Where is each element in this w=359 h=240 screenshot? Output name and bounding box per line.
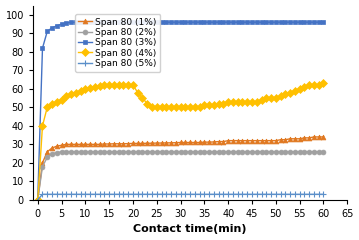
Span 80 (5%) <box>98 193 102 196</box>
Span 80 (2%) <box>98 150 102 153</box>
Span 80 (3%) <box>288 21 292 24</box>
Span 80 (3%) <box>140 21 145 24</box>
Span 80 (2%) <box>59 150 64 153</box>
Span 80 (5%) <box>288 193 292 196</box>
Span 80 (1%) <box>312 136 316 138</box>
Span 80 (1%) <box>93 143 97 146</box>
Span 80 (1%) <box>102 143 107 145</box>
Span 80 (2%) <box>140 150 145 153</box>
Span 80 (4%) <box>188 106 192 109</box>
Span 80 (2%) <box>212 150 216 153</box>
Span 80 (3%) <box>212 21 216 24</box>
Span 80 (3%) <box>69 21 73 24</box>
Span 80 (2%) <box>193 150 197 153</box>
Span 80 (3%) <box>193 21 197 24</box>
Legend: Span 80 (1%), Span 80 (2%), Span 80 (3%), Span 80 (4%), Span 80 (5%): Span 80 (1%), Span 80 (2%), Span 80 (3%)… <box>75 14 160 72</box>
X-axis label: Contact time(min): Contact time(min) <box>133 224 247 234</box>
Span 80 (3%) <box>107 21 111 24</box>
Span 80 (4%) <box>102 84 107 87</box>
Line: Span 80 (3%): Span 80 (3%) <box>35 20 326 202</box>
Span 80 (4%) <box>36 198 40 201</box>
Span 80 (2%) <box>107 150 111 153</box>
Span 80 (3%) <box>321 21 326 24</box>
Span 80 (2%) <box>321 150 326 153</box>
Span 80 (3%) <box>36 198 40 201</box>
Line: Span 80 (1%): Span 80 (1%) <box>35 134 326 202</box>
Span 80 (1%) <box>136 142 140 145</box>
Span 80 (1%) <box>36 198 40 201</box>
Span 80 (4%) <box>283 93 288 96</box>
Span 80 (5%) <box>40 193 45 196</box>
Span 80 (1%) <box>207 141 211 144</box>
Span 80 (5%) <box>36 198 40 201</box>
Line: Span 80 (2%): Span 80 (2%) <box>35 149 326 202</box>
Span 80 (2%) <box>288 150 292 153</box>
Line: Span 80 (4%): Span 80 (4%) <box>35 80 326 203</box>
Span 80 (1%) <box>188 141 192 144</box>
Span 80 (4%) <box>321 82 326 85</box>
Span 80 (5%) <box>107 193 111 196</box>
Span 80 (4%) <box>136 91 140 94</box>
Span 80 (5%) <box>193 193 197 196</box>
Span 80 (1%) <box>321 136 326 138</box>
Span 80 (2%) <box>36 198 40 201</box>
Span 80 (4%) <box>207 104 211 107</box>
Span 80 (1%) <box>283 138 288 141</box>
Span 80 (5%) <box>321 193 326 196</box>
Span 80 (4%) <box>93 85 97 88</box>
Line: Span 80 (5%): Span 80 (5%) <box>34 191 327 203</box>
Span 80 (5%) <box>212 193 216 196</box>
Span 80 (3%) <box>98 21 102 24</box>
Span 80 (5%) <box>140 193 145 196</box>
